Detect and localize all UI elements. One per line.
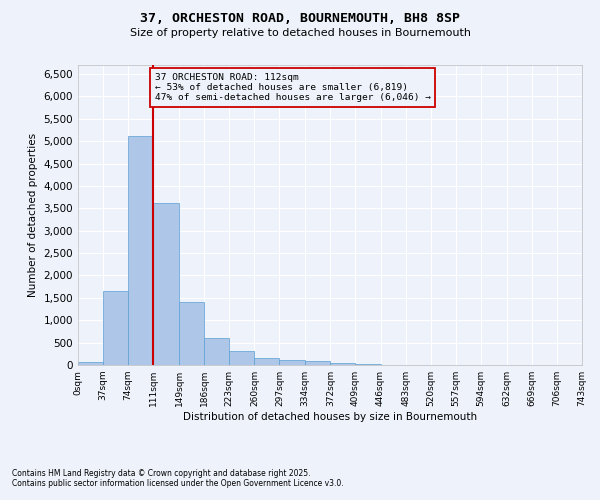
Y-axis label: Number of detached properties: Number of detached properties — [28, 133, 38, 297]
Bar — [153, 203, 179, 365]
Bar — [103, 291, 128, 365]
X-axis label: Distribution of detached houses by size in Bournemouth: Distribution of detached houses by size … — [183, 412, 477, 422]
Bar — [305, 362, 331, 365]
Text: 37, ORCHESTON ROAD, BOURNEMOUTH, BH8 8SP: 37, ORCHESTON ROAD, BOURNEMOUTH, BH8 8SP — [140, 12, 460, 26]
Bar — [355, 364, 380, 365]
Text: 37 ORCHESTON ROAD: 112sqm
← 53% of detached houses are smaller (6,819)
47% of se: 37 ORCHESTON ROAD: 112sqm ← 53% of detac… — [155, 72, 431, 102]
Bar — [229, 351, 254, 365]
Bar — [204, 338, 229, 365]
Bar — [254, 358, 280, 365]
Bar — [78, 362, 103, 365]
Bar — [331, 363, 355, 365]
Bar — [179, 302, 204, 365]
Text: Contains public sector information licensed under the Open Government Licence v3: Contains public sector information licen… — [12, 478, 344, 488]
Text: Contains HM Land Registry data © Crown copyright and database right 2025.: Contains HM Land Registry data © Crown c… — [12, 468, 311, 477]
Bar — [128, 136, 153, 365]
Text: Size of property relative to detached houses in Bournemouth: Size of property relative to detached ho… — [130, 28, 470, 38]
Bar — [280, 360, 305, 365]
